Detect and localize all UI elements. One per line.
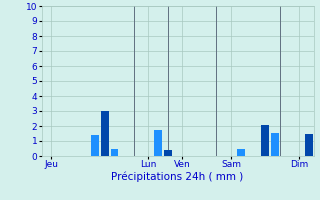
Bar [154, 130, 162, 156]
Bar [111, 148, 118, 156]
Bar [271, 133, 279, 156]
Bar [101, 111, 108, 156]
Bar [91, 135, 99, 156]
X-axis label: Précipitations 24h ( mm ): Précipitations 24h ( mm ) [111, 172, 244, 182]
Bar [305, 134, 313, 156]
Bar [164, 150, 172, 156]
Bar [261, 125, 269, 156]
Bar [237, 149, 244, 156]
